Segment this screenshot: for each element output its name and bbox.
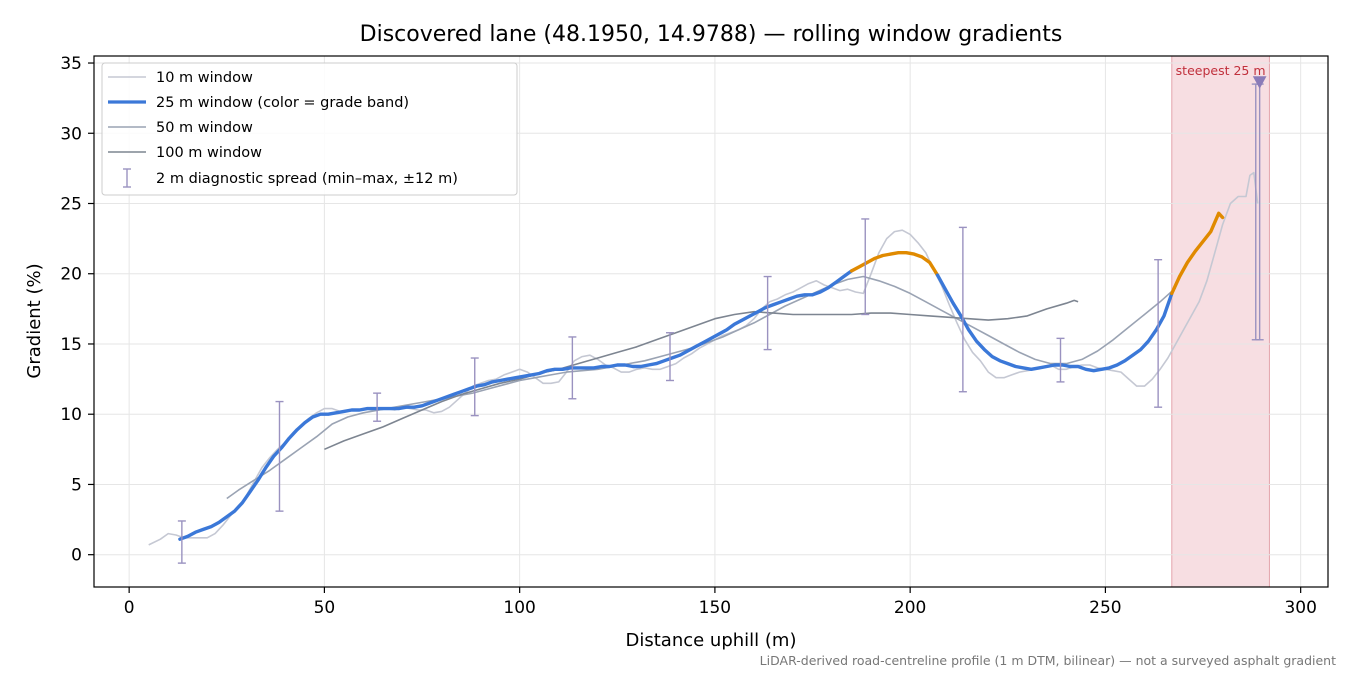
legend-label-50m: 50 m window xyxy=(156,120,253,136)
plot-frame xyxy=(93,55,1329,588)
spread-bar xyxy=(1154,258,1163,408)
spread-bar xyxy=(1056,337,1065,383)
footnote: LiDAR-derived road-centreline profile (1… xyxy=(760,653,1336,668)
spread-bar xyxy=(373,392,382,422)
spread-bar xyxy=(275,400,284,512)
plot-area: steepest 25 m xyxy=(93,55,1329,588)
x-tick-label: 150 xyxy=(699,598,731,618)
series-25m-window-segment xyxy=(935,273,1174,373)
spread-layer xyxy=(177,83,1264,564)
y-tick-label: 35 xyxy=(60,54,82,74)
legend: 10 m window 25 m window (color = grade b… xyxy=(101,62,518,196)
x-tick-label: 100 xyxy=(503,598,535,618)
y-tick-label: 30 xyxy=(60,124,82,144)
series-25m-window-steep-segment xyxy=(849,251,940,277)
series-layer xyxy=(148,171,1259,546)
series-25m-window-segment xyxy=(178,269,854,541)
legend-label-100m: 100 m window xyxy=(156,145,262,161)
x-tick-label: 300 xyxy=(1284,598,1316,618)
series-50m-window-line xyxy=(226,275,1177,500)
chart-title: Discovered lane (48.1950, 14.9788) — rol… xyxy=(360,22,1063,47)
spread-bar xyxy=(763,275,772,351)
series-100m-window-line xyxy=(324,299,1079,451)
x-tick-label: 200 xyxy=(894,598,926,618)
spread-bar xyxy=(958,226,967,393)
steepest-label: steepest 25 m xyxy=(1176,63,1266,78)
legend-swatch-spread xyxy=(123,168,131,188)
legend-label-10m: 10 m window xyxy=(156,70,253,86)
spread-bar xyxy=(665,332,674,382)
legend-label-25m: 25 m window (color = grade band) xyxy=(156,95,409,111)
legend-label-spread: 2 m diagnostic spread (min–max, ±12 m) xyxy=(156,171,458,187)
spread-bar xyxy=(470,357,479,417)
steep-band-layer xyxy=(1171,55,1270,588)
x-axis-ticks: 0 50 100 150 200 250 300 xyxy=(124,587,1317,618)
spread-bar xyxy=(177,520,186,564)
y-tick-label: 20 xyxy=(60,265,82,285)
y-tick-label: 10 xyxy=(60,405,82,425)
x-tick-label: 50 xyxy=(314,598,336,618)
y-tick-label: 5 xyxy=(71,475,82,495)
spread-bar xyxy=(861,218,870,316)
steepest-marker xyxy=(1252,76,1267,89)
y-tick-label: 15 xyxy=(60,335,82,355)
y-axis-ticks: 0 5 10 15 20 25 30 35 xyxy=(60,54,94,566)
y-tick-label: 25 xyxy=(60,195,82,215)
steepest-25m-band xyxy=(1171,55,1270,588)
x-tick-label: 250 xyxy=(1089,598,1121,618)
annotation-layer: steepest 25 m xyxy=(1176,63,1267,89)
series-25m-window-steep-segment xyxy=(1170,211,1225,296)
legend-frame xyxy=(101,62,518,196)
y-axis-label: Gradient (%) xyxy=(24,263,45,378)
y-tick-label: 0 xyxy=(71,546,82,566)
spread-bar xyxy=(568,336,577,400)
x-axis-label: Distance uphill (m) xyxy=(626,630,797,651)
x-tick-label: 0 xyxy=(124,598,135,618)
series-10m-window-line xyxy=(148,171,1259,546)
